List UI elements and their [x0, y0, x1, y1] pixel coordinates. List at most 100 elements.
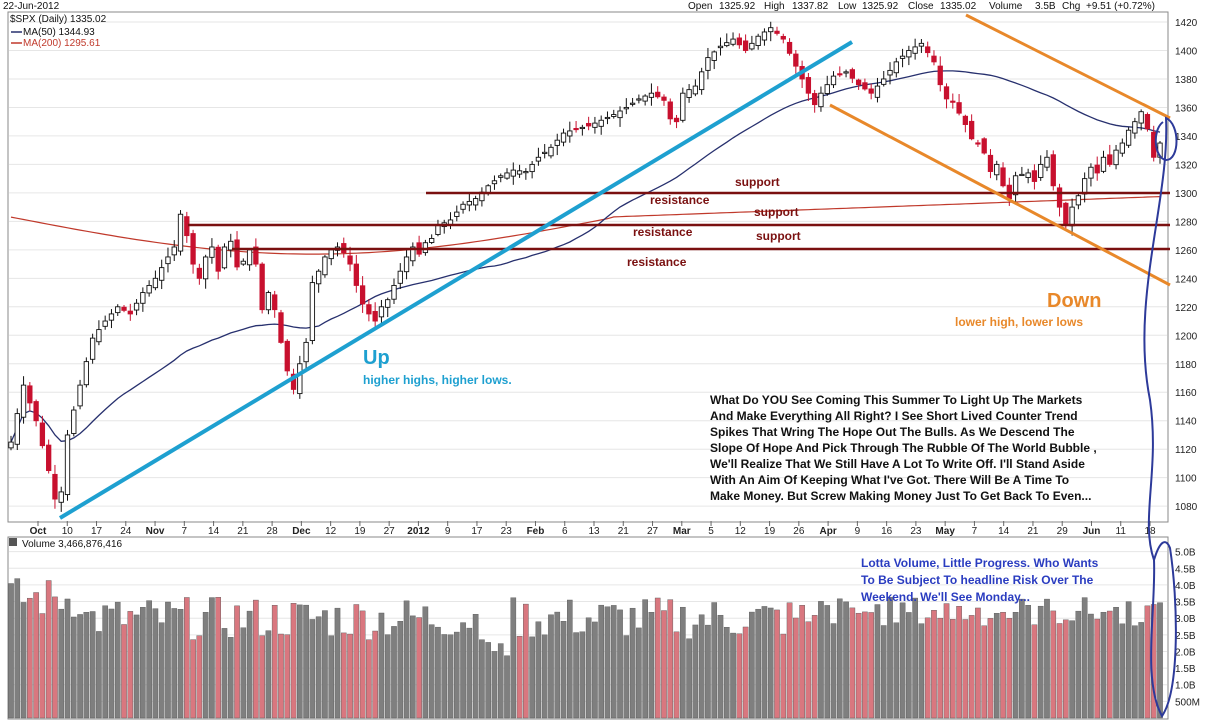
volume-bar [177, 609, 184, 719]
volume-bar [749, 611, 755, 719]
candle-body [1012, 175, 1019, 196]
date-tick-label: 7 [182, 526, 188, 537]
down-title: Down [1047, 290, 1101, 312]
volume-bar [673, 631, 680, 719]
price-tick-label: 1260 [1175, 246, 1198, 257]
candle-body [14, 413, 20, 445]
volume-bar [843, 601, 849, 719]
candle-body [604, 116, 611, 120]
date-tick-label: 26 [793, 526, 805, 537]
volume-note-line-2: To Be Subject To headline Risk Over The [861, 573, 1094, 587]
date-tick-label: 12 [325, 526, 337, 537]
volume-bar [623, 635, 630, 719]
volume-tick-label: 2.0B [1175, 647, 1196, 658]
volume-bar [1144, 605, 1151, 719]
volume-bar [89, 611, 96, 719]
volume-bar [1056, 623, 1063, 719]
candle-body [579, 126, 586, 130]
candle-body [1050, 154, 1056, 187]
volume-bar [1025, 605, 1031, 719]
date-tick-label: Nov [146, 526, 165, 537]
volume-bar [70, 616, 77, 719]
volume-bar [27, 597, 33, 719]
candles [8, 21, 1163, 512]
volume-bar [290, 603, 297, 719]
up-title: Up [363, 347, 390, 369]
candle-body [1144, 114, 1151, 130]
volume-bar [284, 634, 291, 719]
candle-body [316, 270, 322, 285]
volume-bar [127, 611, 134, 719]
candle-body [64, 434, 71, 496]
candle-body [523, 171, 529, 174]
candle-body [140, 292, 146, 304]
volume-bar [516, 636, 523, 719]
price-tick-label: 1340 [1175, 132, 1198, 143]
date-tick-label: 14 [998, 526, 1010, 537]
date-tick-label: 29 [1057, 526, 1069, 537]
date-tick-label: 13 [588, 526, 600, 537]
volume-bar [271, 605, 278, 719]
ohlc-readout: Open 1325.92 High 1337.82 Low 1325.92 Cl… [688, 1, 1155, 12]
candle-body [133, 302, 140, 311]
candle-body [893, 61, 899, 74]
candle-body [1094, 164, 1100, 174]
volume-bar [805, 621, 812, 719]
candle-body [115, 306, 121, 314]
candle-body [403, 256, 410, 273]
candle-body [1056, 187, 1063, 208]
candle-body [655, 91, 661, 98]
date-tick-label: 9 [855, 526, 861, 537]
date-tick-label: Apr [819, 526, 836, 537]
volume-bar [77, 614, 83, 719]
candle-body [1088, 166, 1094, 179]
candle-body [1132, 121, 1138, 134]
volume-bar [190, 639, 196, 719]
volume-bar [548, 614, 554, 719]
date-tick-label: 27 [647, 526, 659, 537]
candle-body [1138, 111, 1144, 124]
volume-bar [692, 624, 699, 719]
candle-body [994, 163, 1000, 176]
candle-body [422, 242, 429, 254]
volume-bar [610, 605, 617, 719]
volume-bar [993, 613, 1000, 719]
volume-bar [33, 592, 39, 719]
candle-body [855, 79, 862, 86]
volume-bar [629, 607, 636, 719]
volume-bar [1106, 610, 1113, 719]
date-tick-label: 16 [881, 526, 893, 537]
volume-bar [987, 618, 994, 719]
volume-bar [1063, 619, 1069, 719]
volume-bar [397, 621, 404, 719]
volume-y-axis: 500M 1.0B 1.5B 2.0B 2.5B 3.0B 3.5B 4.0B 4.5B 5.0B [1175, 548, 1200, 709]
candle-body [159, 267, 165, 281]
candle-body [253, 246, 259, 265]
volume-tick-label: 4.5B [1175, 564, 1196, 575]
candle-body [573, 128, 579, 131]
volume-bar [403, 600, 410, 719]
date-tick-label: 23 [910, 526, 922, 537]
volume-bar [698, 614, 705, 719]
candle-body [127, 310, 133, 315]
volume-bar [1000, 612, 1006, 719]
candle-body [1100, 156, 1107, 172]
candle-body [768, 27, 774, 33]
candle-body [673, 117, 680, 123]
candle-body [278, 312, 284, 343]
candle-body [391, 284, 397, 300]
date-tick-label: 17 [471, 526, 483, 537]
candle-body [805, 77, 812, 94]
candle-body [1044, 156, 1050, 168]
candle-body [397, 270, 403, 284]
volume-bar [466, 627, 473, 719]
commentary-text: What Do YOU See Coming This Summer To Li… [710, 393, 1097, 503]
chart-date: 22-Jun-2012 [3, 1, 60, 12]
volume-bar [661, 610, 667, 719]
volume-bar [811, 615, 818, 719]
volume-bar [981, 625, 987, 719]
volume-bar [705, 624, 711, 719]
volume-bar [227, 637, 234, 719]
candle-body [498, 175, 504, 178]
volume-bar [378, 612, 385, 719]
